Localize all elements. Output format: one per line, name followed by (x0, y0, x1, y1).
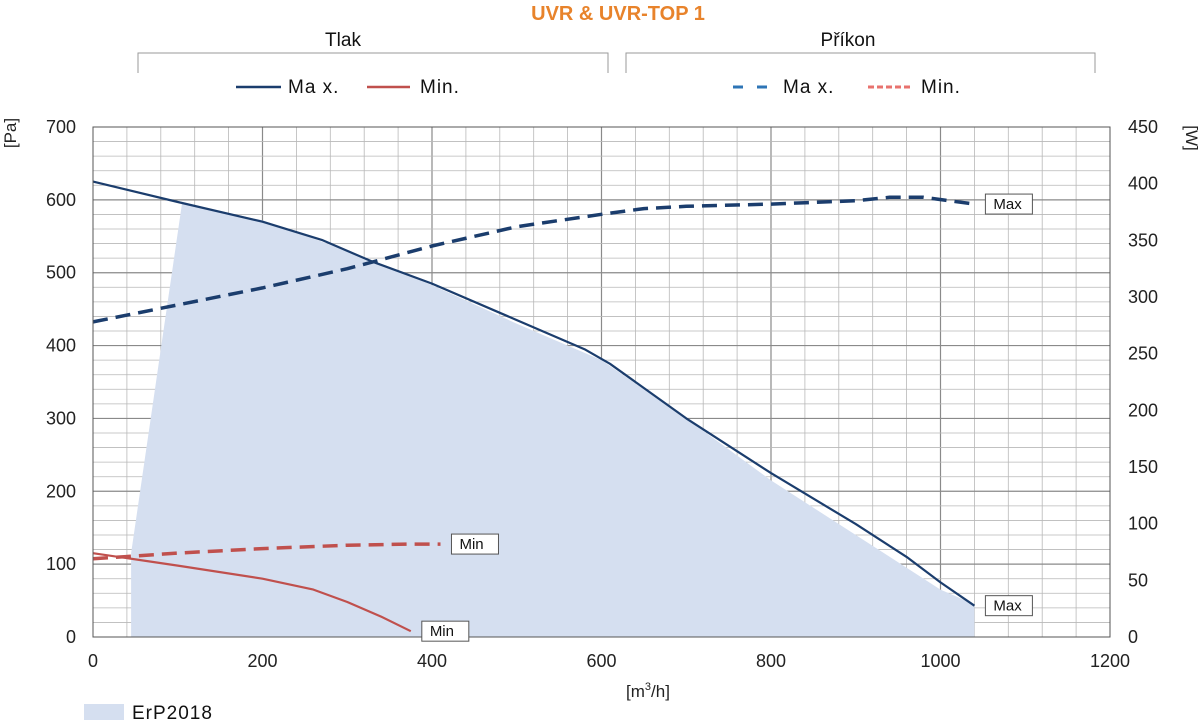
erp-legend-label: ErP2018 (132, 703, 213, 724)
data-label-max: Max (993, 196, 1022, 213)
y-right-tick-label: 450 (1128, 117, 1158, 137)
prikon-bracket (625, 52, 1096, 73)
erp-legend-swatch (84, 704, 124, 720)
y-right-tick-label: 200 (1128, 400, 1158, 420)
y-right-tick-label: 100 (1128, 514, 1158, 534)
legend-label-2: Min. (420, 77, 460, 98)
tlak-group-label: Tlak (325, 30, 361, 51)
legend-label-1: Ma x. (288, 77, 339, 98)
y-left-tick-label: 0 (66, 627, 76, 647)
tlak-bracket (137, 52, 609, 73)
x-axis-label: [m3/h] (626, 681, 670, 701)
x-tick-label: 0 (88, 651, 98, 671)
pressure-min-line (92, 552, 412, 633)
y-left-tick-label: 200 (46, 481, 76, 501)
erp-area (131, 203, 975, 637)
y-right-tick-label: 50 (1128, 570, 1148, 590)
y-right-tick-label: 250 (1128, 344, 1158, 364)
pressure-max-line (92, 180, 976, 607)
y-right-tick-label: 300 (1128, 287, 1158, 307)
data-label-min: Min (459, 536, 483, 553)
x-tick-label: 1000 (920, 651, 960, 671)
x-axis-label-main: [m (626, 682, 645, 701)
x-axis-label-sup: 3 (645, 681, 651, 693)
y-left-tick-label: 300 (46, 408, 76, 428)
y-right-tick-label: 0 (1128, 627, 1138, 647)
series-layer (92, 180, 976, 633)
legend: Ma x. Min. Ma x. Min. (236, 77, 961, 98)
power-max-line (92, 195, 975, 324)
y-left-axis-label: [Pa] (1, 118, 20, 148)
y-left-tick-label: 700 (46, 117, 76, 137)
y-right-tick-label: 150 (1128, 457, 1158, 477)
legend-label-4: Min. (921, 77, 961, 98)
x-axis-label-tail: /h] (651, 682, 670, 701)
data-labels: Max Min Max Min (421, 193, 1033, 642)
y-left-tick-label: 500 (46, 263, 76, 283)
power-min-line (92, 542, 441, 561)
x-tick-label: 1200 (1090, 651, 1130, 671)
y-right-tick-label: 350 (1128, 230, 1158, 250)
x-tick-label: 400 (417, 651, 447, 671)
x-tick-label: 200 (247, 651, 277, 671)
y-right-tick-label: 400 (1128, 174, 1158, 194)
plot-frame (92, 126, 1111, 638)
y-right-axis-label: [W] (1182, 125, 1200, 151)
data-label-min: Min (430, 623, 454, 640)
tick-labels: 0 200 400 600 800 1000 12000100200300400500600… (46, 117, 1158, 671)
area-layer (131, 203, 975, 637)
data-label-box (984, 595, 1033, 617)
y-left-tick-label: 100 (46, 554, 76, 574)
y-left-tick-label: 600 (46, 190, 76, 210)
data-label-box (450, 533, 499, 555)
chart-title: UVR & UVR-TOP 1 (531, 3, 705, 25)
x-tick-label: 600 (586, 651, 616, 671)
data-label-box (421, 620, 470, 642)
y-left-tick-label: 400 (46, 336, 76, 356)
legend-label-3: Ma x. (783, 77, 834, 98)
x-tick-label: 800 (756, 651, 786, 671)
data-label-box (984, 193, 1033, 215)
data-label-max: Max (993, 598, 1022, 615)
prikon-group-label: Příkon (821, 30, 876, 51)
